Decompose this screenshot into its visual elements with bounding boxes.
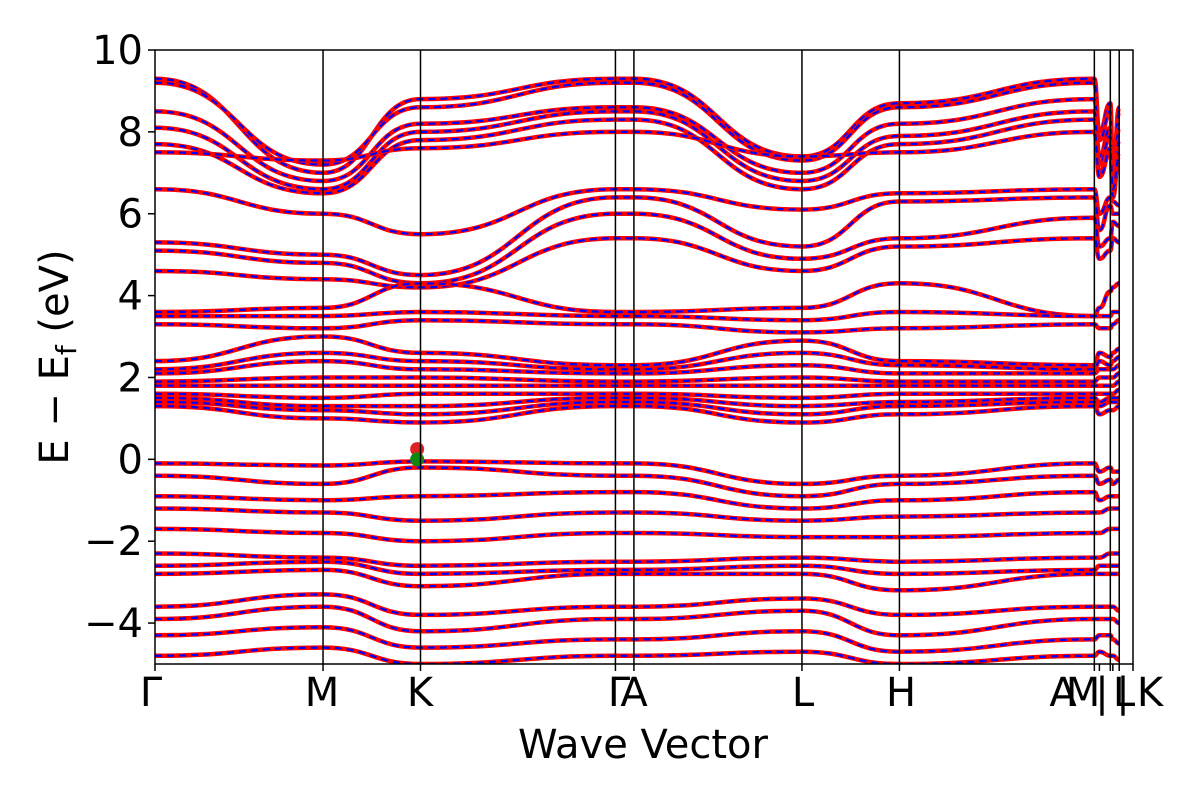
y-tick-label-5: 4 [118,274,143,320]
y-tick-label-3: 0 [118,437,143,483]
band-overlay-line-27 [155,527,1120,543]
y-tick-label-6: 6 [118,192,143,238]
band-overlay-line-26 [155,507,1120,522]
y-axis-title: E − Ef (eV) [32,249,83,464]
band-overlay-line-20 [155,396,1120,408]
band-overlay-line-9 [155,212,1120,285]
x-tick-label-4: Γ [608,670,631,716]
vbm-marker [410,452,425,467]
x-tick-label-8: A [1049,670,1077,716]
band-overlay-line-8 [155,196,1120,277]
x-tick-label-6: L [792,670,815,716]
x-tick-label-12: | [1116,670,1129,716]
band-overlay-line-1 [155,77,1121,179]
band-overlay-line-2 [155,81,1121,187]
x-tick-label-10: | [1095,670,1108,716]
y-axis-title-subscript: f [50,344,83,355]
y-axis-title-unit: (eV) [32,249,78,345]
band-line-4 [155,109,1122,196]
x-tick-label-3: K [407,670,435,716]
band-overlay-line-13 [155,319,1120,334]
y-tick-label-4: 2 [118,355,143,401]
y-axis-title-main: E − E [32,355,78,465]
band-overlay-line-19 [155,388,1120,400]
x-tick-label-11: L [1113,670,1136,716]
x-axis-title: Wave Vector [518,722,769,768]
y-tick-label-2: −2 [84,519,143,565]
y-axis: −4 −2 0 2 4 6 8 10 [84,28,155,647]
x-tick-label-1: Γ [140,670,163,716]
band-overlay-line-17 [155,372,1120,383]
plot-frame [154,49,1134,665]
band-overlay-line-12 [155,310,1120,322]
x-tick-label-2: M [305,670,340,716]
x-tick-label-5: A [620,670,648,716]
y-tick-label-7: 8 [118,110,143,156]
high-symmetry-lines [322,50,1120,664]
x-tick-label-13: K [1137,670,1165,716]
y-tick-label-8: 10 [92,28,143,74]
band-overlay-line-10 [155,237,1120,289]
band-overlay-line-16 [155,359,1120,375]
band-overlay-line-7 [155,188,1120,236]
y-tick-label-1: −4 [84,601,143,647]
x-tick-label-9: M [1066,670,1101,716]
band-overlay-line-18 [155,380,1120,387]
x-tick-label-7: H [886,670,916,716]
band-overlay-line-28 [155,552,1120,567]
x-axis: Γ M K ΓA L H AM| L| K [140,664,1165,716]
